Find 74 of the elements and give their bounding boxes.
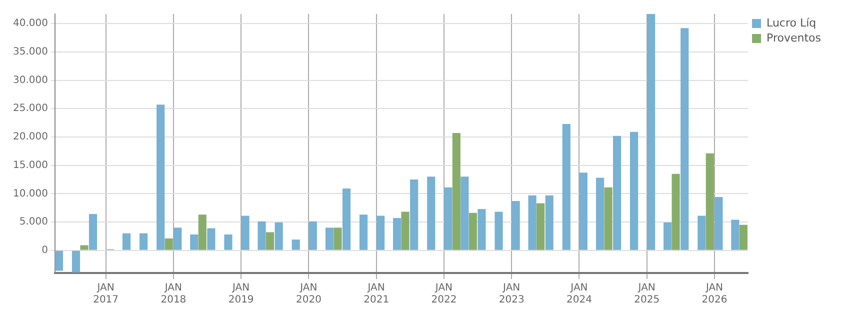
bar: [545, 195, 554, 250]
bar: [680, 28, 689, 250]
x-tick-label: JAN 2019: [228, 282, 254, 306]
bar: [88, 214, 98, 250]
bar: [122, 233, 131, 250]
bar: [672, 174, 680, 250]
bar: [706, 153, 714, 250]
bar: [664, 222, 672, 250]
bar: [258, 221, 266, 250]
bar: [207, 228, 216, 250]
bar: [334, 228, 342, 250]
bar: [512, 201, 520, 250]
bar: [190, 234, 198, 250]
bar: [731, 220, 740, 250]
bar: [224, 234, 232, 250]
bar: [140, 233, 148, 250]
x-tick-label: JAN 2026: [702, 282, 728, 306]
bar: [613, 136, 622, 250]
bar: [698, 216, 706, 250]
bar: [478, 208, 486, 250]
x-tick-label: JAN 2020: [296, 282, 322, 306]
bar: [427, 176, 436, 250]
bar: [359, 214, 368, 250]
bar: [528, 195, 536, 250]
bar: [596, 178, 604, 250]
bar: [241, 216, 250, 250]
bar: [739, 224, 748, 250]
y-tick-label: 15.000: [12, 160, 48, 171]
bar: [401, 212, 410, 250]
x-tick-label: JAN 2018: [160, 282, 186, 306]
bar: [647, 14, 656, 250]
bar: [393, 218, 402, 250]
bar: [562, 124, 570, 250]
bar: [494, 212, 503, 250]
bar: [410, 179, 418, 250]
bar: [72, 250, 80, 272]
y-tick-label: 40.000: [12, 18, 48, 30]
bar: [579, 172, 588, 250]
x-tick-label: JAN 2025: [634, 282, 660, 306]
bar: [266, 232, 274, 250]
legend-label: Proventos: [766, 31, 822, 44]
bar: [342, 188, 351, 250]
bar: [714, 197, 723, 250]
y-tick-label: 0: [42, 244, 48, 256]
y-tick-label: 20.000: [12, 132, 48, 143]
bar: [468, 212, 477, 250]
bar: [274, 222, 283, 250]
bar: [156, 104, 165, 250]
x-tick-label: JAN 2024: [566, 282, 592, 306]
bar: [54, 250, 64, 271]
bar: [452, 133, 460, 250]
x-tick-label: JAN 2023: [498, 282, 524, 306]
bar: [604, 187, 612, 250]
bar: [164, 238, 173, 250]
bar: [198, 214, 206, 250]
bar: [630, 132, 638, 250]
legend-label: Lucro Líq: [766, 16, 816, 30]
y-tick-label: 35.000: [12, 46, 48, 58]
x-tick-label: JAN 2022: [431, 282, 457, 306]
bar: [376, 216, 385, 250]
bar: [536, 203, 545, 250]
bar: [292, 240, 300, 250]
x-tick-label: JAN 2021: [364, 282, 390, 306]
y-tick-label: 30.000: [12, 74, 48, 86]
bar: [444, 187, 452, 250]
bar: [308, 221, 317, 250]
y-tick-label: 10.000: [12, 188, 48, 200]
y-tick-label: 25.000: [12, 103, 48, 114]
bar: [80, 245, 88, 250]
y-tick-label: 5.000: [19, 216, 48, 228]
bar: [325, 228, 334, 250]
bar: [460, 176, 469, 250]
bar: [174, 228, 182, 250]
x-tick-label: JAN 2017: [93, 282, 119, 306]
